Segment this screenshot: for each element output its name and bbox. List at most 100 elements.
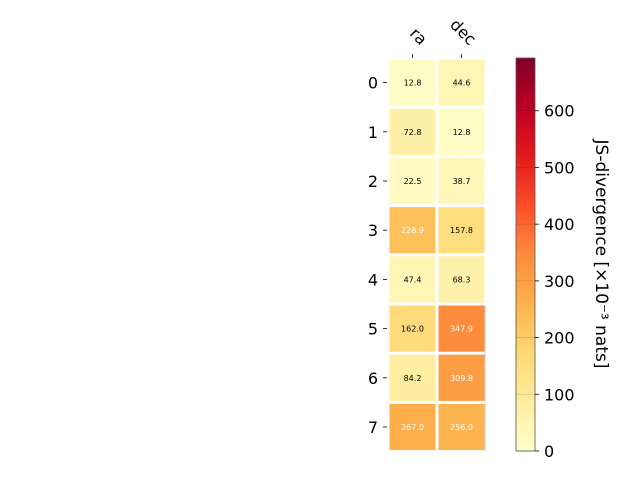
- colorbar-segment: [516, 251, 535, 256]
- heatmap-cell: [389, 305, 436, 352]
- colorbar-segment: [516, 339, 535, 344]
- colorbar-segment: [516, 303, 535, 308]
- colorbar-segment: [516, 61, 535, 66]
- y-tick-label: 3: [368, 221, 378, 240]
- cell-value-label: 309.8: [450, 374, 473, 383]
- colorbar-segment: [516, 293, 535, 298]
- colorbar-segment: [516, 110, 535, 115]
- colorbar-segment: [516, 365, 535, 370]
- heatmap-cell: [389, 108, 436, 155]
- heatmap-cell: [389, 403, 436, 451]
- colorbar-segment: [516, 388, 535, 393]
- colorbar-segment: [516, 283, 535, 288]
- colorbar-segment: [516, 280, 535, 285]
- colorbar-segment: [516, 218, 535, 223]
- colorbar-segment: [516, 316, 535, 321]
- colorbar-segment: [516, 444, 535, 449]
- colorbar-segment: [516, 221, 535, 226]
- cell-value-label: 12.8: [453, 128, 471, 137]
- y-tick-label: 6: [368, 369, 378, 388]
- colorbar-segment: [516, 107, 535, 111]
- colorbar-segment: [516, 378, 535, 383]
- colorbar-segment: [516, 71, 535, 75]
- colorbar-segment: [516, 254, 535, 259]
- cell-value-label: 44.6: [453, 79, 471, 88]
- colorbar-segment: [516, 323, 535, 328]
- colorbar-segment: [516, 123, 535, 128]
- colorbar-segment: [516, 172, 535, 177]
- colorbar-segment: [516, 90, 535, 95]
- colorbar-frame: [515, 57, 536, 452]
- colorbar-tick-label: 600: [544, 102, 575, 121]
- colorbar-segment: [516, 208, 535, 213]
- colorbar-segment: [516, 297, 535, 301]
- cell-value-label: 38.7: [453, 177, 471, 186]
- colorbar-label: JS-divergence [×10⁻³ nats]: [591, 139, 611, 369]
- heatmap-cell: [389, 59, 436, 106]
- cell-value-label: 256.0: [450, 423, 473, 432]
- colorbar-segment: [516, 320, 535, 324]
- colorbar-segment: [516, 274, 535, 279]
- colorbar-segment: [516, 67, 535, 72]
- cell-value-label: 267.0: [401, 423, 424, 432]
- colorbar-segment: [516, 215, 535, 220]
- colorbar-segment: [516, 267, 535, 272]
- colorbar-segment: [516, 428, 535, 432]
- y-tick-label: 0: [368, 74, 378, 93]
- colorbar-segment: [516, 346, 535, 351]
- colorbar-segment: [516, 156, 535, 161]
- cell-value-label: 162.0: [401, 325, 424, 334]
- colorbar-tick-label: 100: [544, 385, 575, 404]
- colorbar-segment: [516, 225, 535, 229]
- colorbar-segment: [516, 205, 535, 210]
- colorbar-segment: [516, 182, 535, 187]
- colorbar-segment: [516, 169, 535, 174]
- colorbar-segment: [516, 287, 535, 292]
- colorbar-segment: [516, 257, 535, 262]
- colorbar-segment: [516, 382, 535, 387]
- colorbar-tick-label: 400: [544, 215, 575, 234]
- colorbar-segment: [516, 385, 535, 390]
- colorbar-segment: [516, 149, 535, 154]
- colorbar-segment: [516, 231, 535, 236]
- colorbar-segment: [516, 401, 535, 406]
- heatmap-cell: [438, 207, 485, 254]
- colorbar-segment: [516, 241, 535, 246]
- colorbar-segment: [516, 434, 535, 439]
- colorbar: 0 100 200 300 400 500 600: [515, 57, 575, 461]
- cell-value-label: 347.9: [450, 325, 473, 334]
- colorbar-segment: [516, 277, 535, 282]
- heatmap-cell: [389, 354, 436, 401]
- colorbar-segment: [516, 352, 535, 357]
- colorbar-segment: [516, 408, 535, 413]
- colorbar-segment: [516, 375, 535, 380]
- colorbar-segment: [516, 431, 535, 436]
- colorbar-segment: [516, 414, 535, 419]
- colorbar-segment: [516, 228, 535, 233]
- colorbar-segment: [516, 133, 535, 138]
- cell-value-label: 228.9: [401, 226, 424, 235]
- colorbar-segment: [516, 159, 535, 164]
- colorbar-segment: [516, 80, 535, 85]
- colorbar-segment: [516, 290, 535, 295]
- colorbar-segment: [516, 211, 535, 216]
- colorbar-segment: [516, 143, 535, 148]
- colorbar-segment: [516, 64, 535, 69]
- colorbar-segment: [516, 58, 535, 62]
- colorbar-tick-label: 300: [544, 272, 575, 291]
- colorbar-segment: [516, 362, 535, 367]
- colorbar-segment: [516, 87, 535, 92]
- colorbar-tick-label: 0: [544, 442, 554, 461]
- colorbar-segment: [516, 198, 535, 203]
- cell-value-label: 47.4: [404, 275, 422, 284]
- colorbar-segment: [516, 116, 535, 121]
- colorbar-segment: [516, 441, 535, 446]
- colorbar-segment: [516, 395, 535, 400]
- colorbar-segment: [516, 418, 535, 423]
- colorbar-segment: [516, 333, 535, 337]
- heatmap-cell: [389, 207, 436, 254]
- y-tick-label: 4: [368, 270, 378, 289]
- colorbar-segment: [516, 77, 535, 82]
